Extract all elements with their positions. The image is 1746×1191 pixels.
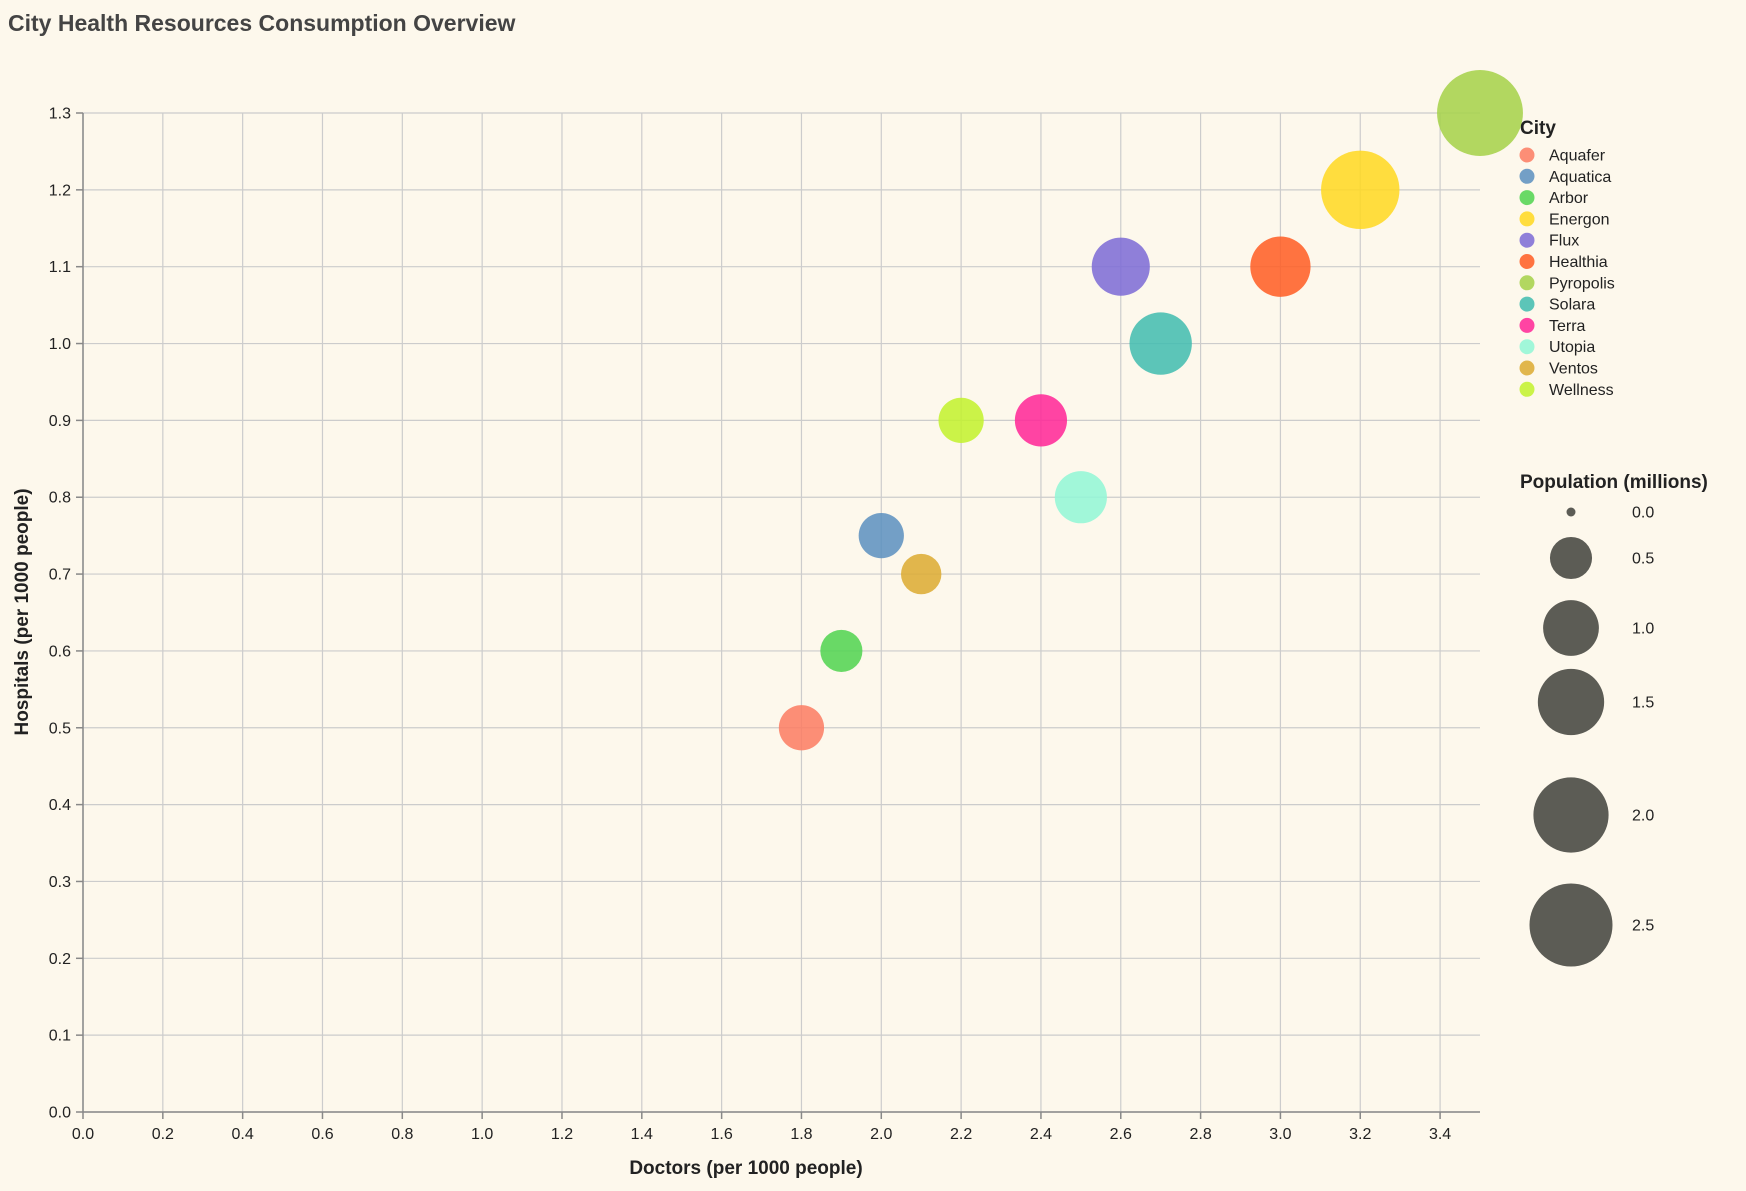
legend-label-wellness: Wellness [1549,382,1614,399]
legend-swatch-terra [1519,317,1535,333]
x-tick-label: 1.2 [551,1126,573,1143]
legend-label-aquatica: Aquatica [1549,169,1611,186]
y-tick-label: 0.3 [49,874,71,891]
y-tick-label: 0.2 [49,951,71,968]
bubble-aquafer[interactable] [778,705,825,751]
y-tick-label: 0.9 [49,413,71,430]
legend-label-pyropolis: Pyropolis [1549,275,1615,292]
legend-label-terra: Terra [1549,318,1586,335]
y-tick-label: 0.5 [49,720,71,737]
color-legend-title: City [1520,118,1556,139]
legend-label-arbor: Arbor [1549,190,1589,207]
size-legend-label: 0.5 [1632,551,1654,568]
chart-title: City Health Resources Consumption Overvi… [8,10,516,36]
x-tick-label: 1.0 [471,1126,493,1143]
size-legend-label: 2.5 [1632,918,1654,935]
legend-label-ventos: Ventos [1549,361,1598,378]
legend-label-solara: Solara [1549,297,1595,314]
y-tick-label: 0.8 [49,490,71,507]
y-tick-label: 0.7 [49,567,71,584]
legend-swatch-utopia [1519,339,1535,355]
x-tick-label: 2.2 [950,1126,972,1143]
legend-swatch-energon [1519,211,1535,227]
legend-swatch-arbor [1519,190,1535,206]
x-tick-label: 2.0 [870,1126,892,1143]
x-tick-label: 0.8 [391,1126,413,1143]
legend-swatch-wellness [1519,381,1535,397]
bubble-ventos[interactable] [901,553,942,595]
bubble-energon[interactable] [1321,150,1400,230]
size-legend-circle [1537,668,1605,736]
x-tick-label: 0.6 [311,1126,333,1143]
data-points [778,70,1523,751]
y-tick-label: 0.6 [49,643,71,660]
y-tick-label: 1.3 [49,106,71,123]
x-tick-label: 1.8 [790,1126,812,1143]
x-tick-label: 0.2 [152,1126,174,1143]
x-tick-label: 2.6 [1110,1126,1132,1143]
x-tick-label: 3.4 [1429,1126,1451,1143]
size-legend-label: 1.5 [1632,695,1654,712]
size-legend-circle [1543,600,1599,656]
y-tick-label: 0.0 [49,1105,71,1122]
x-tick-label: 2.4 [1030,1126,1052,1143]
y-tick-label: 1.1 [49,259,71,276]
size-legend-label: 1.0 [1632,621,1654,638]
bubble-pyropolis[interactable] [1437,70,1523,156]
legend-label-utopia: Utopia [1549,339,1595,356]
y-tick-label: 1.0 [49,336,71,353]
legend-label-aquafer: Aquafer [1549,148,1606,165]
x-tick-label: 0.4 [232,1126,254,1143]
y-tick-label: 0.4 [49,797,71,814]
legend-swatch-solara [1519,296,1535,312]
grid [82,112,1480,1113]
bubble-solara[interactable] [1129,312,1192,375]
bubble-utopia[interactable] [1054,471,1107,524]
legend-swatch-ventos [1519,360,1535,376]
color-legend: Aquafer Aquatica Arbor Energon Flux Healthia P… [1519,147,1615,399]
bubble-aquatica[interactable] [858,513,904,559]
x-tick-label: 2.8 [1189,1126,1211,1143]
y-tick-label: 0.1 [49,1028,71,1045]
x-tick-label: 3.2 [1349,1126,1371,1143]
axes: 0.0 0.2 0.4 0.6 0.8 1.0 1.2 1.4 1.6 1.8 2.0 2.2 2.4 2… [49,106,1480,1143]
y-axis-title: Hospitals (per 1000 people) [12,488,33,735]
x-tick-label: 0.0 [72,1126,94,1143]
legend-label-healthia: Healthia [1549,254,1608,271]
x-tick-label: 3.0 [1269,1126,1291,1143]
legend: City Aquafer Aquatica Arbor Energon Flux Heal… [1519,118,1708,967]
y-tick-label: 1.2 [49,182,71,199]
legend-swatch-flux [1519,232,1535,248]
size-legend-title: Population (millions) [1520,472,1708,493]
legend-label-flux: Flux [1549,233,1579,250]
legend-swatch-pyropolis [1519,275,1535,291]
legend-swatch-aquafer [1519,147,1535,163]
size-legend-circle [1533,777,1609,853]
x-tick-label: 1.6 [711,1126,733,1143]
size-legend-circle [1529,883,1613,967]
legend-swatch-healthia [1519,254,1535,269]
size-legend-circle [1566,507,1576,517]
x-axis-title: Doctors (per 1000 people) [629,1158,862,1179]
x-tick-label: 1.4 [631,1126,653,1143]
size-legend-label: 2.0 [1632,808,1654,825]
legend-label-energon: Energon [1549,211,1610,228]
size-legend: 0.0 0.5 1.0 1.5 2.0 2.5 [1529,505,1654,967]
bubble-arbor[interactable] [820,629,863,672]
legend-swatch-aquatica [1519,168,1535,184]
bubble-terra[interactable] [1014,394,1068,447]
size-legend-circle [1549,536,1593,580]
bubble-wellness[interactable] [938,397,984,444]
bubble-healthia[interactable] [1250,236,1311,297]
bubble-flux[interactable] [1091,237,1150,296]
size-legend-label: 0.0 [1632,505,1654,522]
